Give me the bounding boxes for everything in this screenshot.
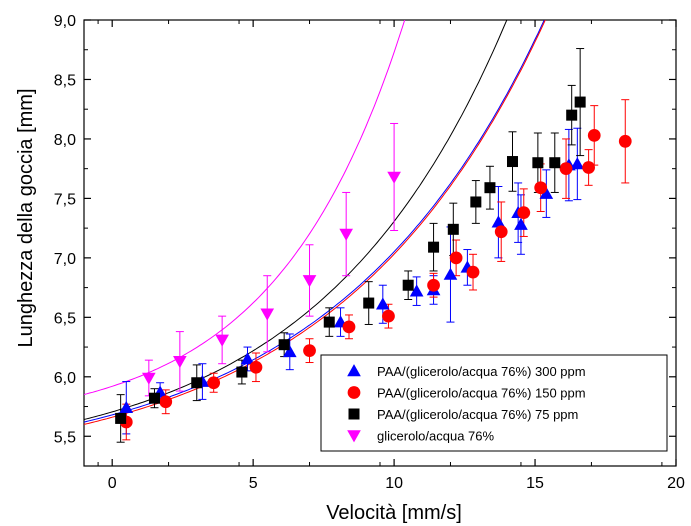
legend-marker xyxy=(348,408,360,420)
data-point xyxy=(574,96,586,108)
data-point xyxy=(443,267,458,280)
data-point xyxy=(278,339,290,351)
data-point xyxy=(240,352,255,365)
legend-marker xyxy=(347,364,361,377)
legend-label: PAA/(glicerolo/acqua 76%) 150 ppm xyxy=(377,386,586,401)
data-point xyxy=(119,400,134,414)
data-point xyxy=(191,377,203,389)
data-point xyxy=(249,360,263,374)
y-tick-label: 9,0 xyxy=(54,13,76,30)
legend-label: PAA/(glicerolo/acqua 76%) 300 ppm xyxy=(377,364,586,379)
data-point xyxy=(484,182,496,194)
data-point xyxy=(427,278,440,292)
data-point xyxy=(282,345,297,358)
data-point xyxy=(517,206,531,220)
legend-box xyxy=(320,354,668,452)
x-tick-label: 15 xyxy=(526,475,544,492)
x-axis-title: Velocità [mm/s] xyxy=(326,502,462,524)
data-point xyxy=(559,162,573,176)
fit-curve xyxy=(84,20,406,395)
data-point xyxy=(302,275,317,288)
fit-curves xyxy=(84,20,546,425)
x-tick-label: 0 xyxy=(108,475,117,492)
data-point xyxy=(428,241,440,253)
y-tick-label: 8,5 xyxy=(54,72,76,89)
fit-curve xyxy=(84,20,546,425)
data-point xyxy=(539,186,554,199)
y-axis-title: Lunghezza della goccia [mm] xyxy=(15,88,37,347)
fit-curve xyxy=(84,20,508,420)
data-point xyxy=(532,157,544,169)
data-point xyxy=(470,196,482,208)
data-point xyxy=(494,225,508,239)
y-tick-label: 6,0 xyxy=(54,370,76,387)
data-point xyxy=(549,157,561,169)
legend: PAA/(glicerolo/acqua 76%) 300 ppm PAA/(gl… xyxy=(320,354,668,452)
axis-ticks: 0 5 10 15 20 5,5 6,0 6,5 7,0 7,5 8,0 8,5 9,0 xyxy=(54,13,685,492)
y-tick-label: 7,5 xyxy=(54,191,76,208)
data-point xyxy=(159,395,173,409)
legend-label: PAA/(glicerolo/acqua 76%) 75 ppm xyxy=(377,407,578,422)
data-point xyxy=(449,251,463,265)
data-point xyxy=(342,320,356,334)
data-point xyxy=(260,308,275,321)
data-point xyxy=(142,372,156,385)
data-point xyxy=(236,366,248,378)
data-point xyxy=(207,376,221,390)
y-tick-label: 6,5 xyxy=(54,310,76,327)
data-point xyxy=(382,309,395,323)
data-point xyxy=(323,316,335,328)
x-tick-label: 20 xyxy=(667,475,685,492)
legend-marker xyxy=(347,386,361,399)
y-tick-label: 5,5 xyxy=(54,429,76,446)
x-tick-label: 10 xyxy=(385,475,403,492)
data-point xyxy=(587,128,601,142)
data-point xyxy=(402,279,414,291)
data-point xyxy=(339,228,353,241)
data-point xyxy=(173,356,187,369)
data-point xyxy=(375,297,390,310)
legend-label: glicerolo/acqua 76% xyxy=(377,429,495,444)
data-point xyxy=(566,109,578,121)
x-tick-label: 5 xyxy=(249,475,258,492)
data-markers xyxy=(115,96,632,429)
data-point xyxy=(514,217,528,230)
data-point xyxy=(447,223,459,235)
data-point xyxy=(491,215,506,228)
data-point xyxy=(618,134,632,148)
data-point xyxy=(363,297,375,309)
data-point xyxy=(303,344,316,358)
data-point xyxy=(215,334,229,347)
data-point xyxy=(409,284,424,297)
fit-curve xyxy=(84,20,545,423)
data-point xyxy=(148,392,160,404)
y-tick-label: 8,0 xyxy=(54,132,76,149)
data-point xyxy=(534,181,548,195)
data-point xyxy=(506,156,518,168)
legend-marker xyxy=(347,430,361,443)
data-point xyxy=(466,265,480,279)
data-point xyxy=(387,171,401,184)
data-point xyxy=(582,161,595,174)
data-point xyxy=(115,412,127,424)
y-tick-label: 7,0 xyxy=(54,251,76,268)
data-point xyxy=(570,157,585,170)
